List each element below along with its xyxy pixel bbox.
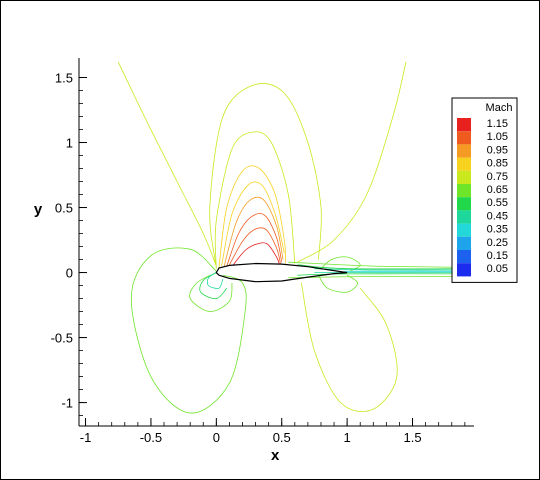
legend-label: 0.45 [487, 210, 508, 222]
legend-label: 0.65 [487, 184, 508, 196]
legend-label: 0.15 [487, 250, 508, 262]
legend-swatch [457, 263, 471, 277]
contour-line [320, 256, 361, 272]
contour-line [297, 264, 474, 270]
legend-swatch [457, 170, 471, 184]
legend-swatch [457, 184, 471, 198]
contour-line [223, 196, 284, 267]
contour-line [226, 213, 283, 267]
contour-line [221, 181, 285, 267]
legend-swatch [457, 223, 471, 237]
x-tick-label: 0.5 [273, 430, 291, 445]
contour-line [117, 61, 217, 267]
y-tick-label: 0 [66, 266, 73, 281]
contour-line [130, 247, 247, 414]
y-tick-label: 1 [66, 136, 73, 151]
contour-line [214, 131, 296, 269]
legend-swatch [457, 131, 471, 145]
legend-title: Mach [486, 102, 513, 114]
x-axis-title: x [271, 447, 280, 464]
legend-label: 0.95 [487, 144, 508, 156]
x-tick-label: 1.5 [403, 430, 421, 445]
legend-label: 0.75 [487, 171, 508, 183]
legend-label: 0.25 [487, 237, 508, 249]
contour-line [206, 272, 224, 289]
legend-label: 1.05 [487, 131, 508, 143]
x-tick-label: 1 [344, 430, 351, 445]
legend-swatch [457, 197, 471, 211]
legend-label: 0.05 [487, 263, 508, 275]
contour-line [301, 282, 398, 412]
legend-label: 1.15 [487, 118, 508, 130]
airfoil-outline [215, 262, 348, 283]
contour-line [318, 274, 359, 293]
contour-line [189, 272, 233, 313]
contour-line [218, 165, 287, 268]
x-tick-label: -1 [80, 430, 92, 445]
legend-swatch [457, 236, 471, 250]
y-axis-title: y [34, 201, 43, 218]
legend-swatch [457, 144, 471, 158]
y-tick-label: -1 [61, 396, 73, 411]
y-tick-label: 1.5 [55, 71, 73, 86]
legend-label: 0.55 [487, 197, 508, 209]
contour-line [232, 242, 280, 266]
legend-swatch [457, 118, 471, 132]
x-tick-label: 0 [213, 430, 220, 445]
contour-line [199, 272, 228, 300]
legend-label: 0.35 [487, 224, 508, 236]
legend-label: 0.85 [487, 158, 508, 170]
contour-line [297, 61, 407, 263]
contour-line [297, 273, 474, 276]
contour-line [229, 227, 281, 265]
y-tick-label: -0.5 [51, 331, 73, 346]
legend-swatch [457, 210, 471, 224]
contour-line [209, 83, 322, 268]
y-tick-label: 0.5 [55, 201, 73, 216]
x-tick-label: -0.5 [140, 430, 162, 445]
legend-swatch [457, 250, 471, 264]
legend-swatch [457, 157, 471, 171]
